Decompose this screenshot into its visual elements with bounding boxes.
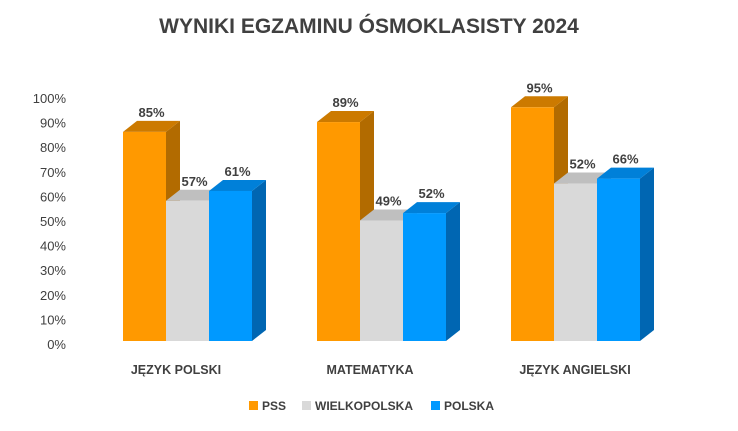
category-label: JĘZYK ANGIELSKI	[519, 363, 630, 377]
legend-label: POLSKA	[444, 399, 494, 413]
data-label: 61%	[224, 164, 250, 179]
data-label: 52%	[418, 186, 444, 201]
data-label: 95%	[526, 80, 552, 95]
data-label: 85%	[138, 105, 164, 120]
data-label: 66%	[612, 152, 638, 167]
bar-top	[554, 172, 611, 184]
y-tick-label: 60%	[40, 189, 66, 204]
chart-title: WYNIKI EGZAMINU ÓSMOKLASISTY 2024	[159, 14, 579, 38]
bar-top	[166, 189, 223, 201]
legend-item-pss: PSS	[249, 399, 286, 413]
y-axis: 0% 10% 20% 30% 40% 50% 60% 70% 80% 90% 100%	[33, 91, 67, 352]
category-label: JĘZYK POLSKI	[131, 363, 221, 377]
bar-top	[511, 96, 568, 108]
bar-side	[252, 179, 266, 341]
y-tick-label: 10%	[40, 312, 66, 327]
bar-top	[403, 202, 460, 214]
legend-label: WIELKOPOLSKA	[315, 399, 413, 413]
legend: PSS WIELKOPOLSKA POLSKA	[249, 399, 494, 413]
legend-item-polska: POLSKA	[431, 399, 494, 413]
bar-front	[123, 131, 166, 341]
y-tick-label: 70%	[40, 165, 66, 180]
legend-swatch	[249, 401, 258, 410]
y-tick-label: 50%	[40, 214, 66, 229]
data-labels: 85% 57% 61% 89% 49% 52% 95% 52% 66%	[138, 80, 638, 208]
bar-polska-3	[597, 167, 654, 341]
bar-front	[554, 183, 597, 341]
bar-top	[317, 111, 374, 123]
y-tick-label: 100%	[33, 91, 67, 106]
y-tick-label: 90%	[40, 116, 66, 131]
y-tick-label: 30%	[40, 263, 66, 278]
y-tick-label: 0%	[47, 337, 66, 352]
x-axis: JĘZYK POLSKI MATEMATYKA JĘZYK ANGIELSKI	[131, 363, 631, 377]
category-label: MATEMATYKA	[326, 363, 413, 377]
data-label: 89%	[332, 95, 358, 110]
bar-polska-2	[403, 202, 460, 341]
bar-top	[123, 120, 180, 132]
y-tick-label: 20%	[40, 288, 66, 303]
bar-top	[597, 167, 654, 179]
bar-side	[446, 202, 460, 341]
data-label: 49%	[375, 193, 401, 208]
bar-side	[640, 167, 654, 341]
y-tick-label: 80%	[40, 140, 66, 155]
legend-label: PSS	[262, 399, 286, 413]
bar-front	[360, 220, 403, 341]
data-label: 57%	[181, 174, 207, 189]
y-tick-label: 40%	[40, 239, 66, 254]
bar-front	[317, 122, 360, 341]
bar-front	[166, 200, 209, 341]
legend-swatch	[302, 401, 311, 410]
bar-front	[597, 178, 640, 341]
bar-front	[403, 213, 446, 341]
bar-polska-1	[209, 179, 266, 341]
data-label: 52%	[569, 157, 595, 172]
bars	[123, 96, 654, 342]
legend-item-wielkopolska: WIELKOPOLSKA	[302, 399, 413, 413]
legend-swatch	[431, 401, 440, 410]
bar-top	[209, 179, 266, 191]
bar-top	[360, 209, 417, 221]
bar-front	[511, 107, 554, 341]
bar-front	[209, 190, 252, 341]
